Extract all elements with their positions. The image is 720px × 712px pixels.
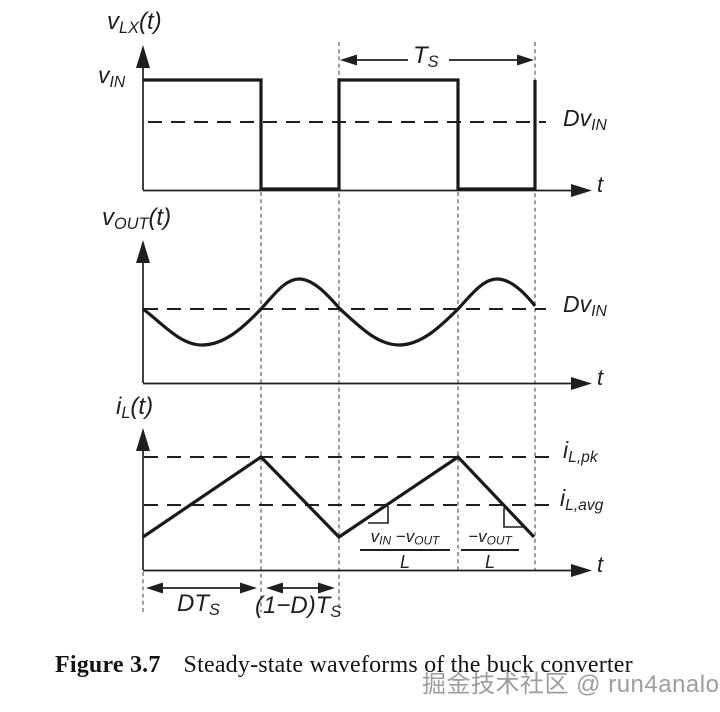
period-arrow-right-icon (517, 54, 534, 66)
dvin-label-panel2: DvIN (563, 291, 607, 320)
time-label-panel3: t (597, 552, 604, 577)
watermark: 掘金技术社区 @ run4analog (422, 671, 720, 698)
vout-axis-label: vOUT(t) (102, 204, 172, 233)
dts-label: DTS (177, 590, 220, 619)
panel3-axes (142, 447, 575, 572)
panel1-x-axis-arrow-icon (571, 184, 592, 197)
period-arrow (340, 54, 534, 66)
il-peak-label: iL,pk (563, 437, 598, 466)
rise-slope-fraction: vIN −vOUT L (360, 527, 450, 573)
one-minus-d-ts-arrow-left-icon (266, 582, 283, 594)
vlx-axis-label: vLX(t) (107, 8, 162, 37)
vout-ripple-waveform (142, 277, 537, 347)
period-arrow-left-icon (340, 54, 357, 66)
figure-caption: Figure 3.7 Steady-state waveforms of the … (55, 652, 633, 679)
one-minus-d-ts-arrow-right-icon (318, 582, 335, 594)
il-triangle-waveform (142, 454, 536, 540)
ts-label: TS (413, 42, 439, 71)
rise-slope-indicator (368, 506, 389, 524)
panel3-x-axis-arrow-icon (571, 564, 592, 577)
dts-arrow (146, 582, 257, 594)
panel2-y-axis-arrow-icon (136, 240, 150, 263)
time-label-panel1: t (597, 172, 604, 197)
panel1-axes (142, 64, 575, 192)
fall-slope-indicator (503, 508, 524, 528)
figure-number: Figure 3.7 (55, 652, 161, 678)
time-label-panel2: t (597, 365, 604, 390)
panel3-y-axis-arrow-icon (136, 428, 150, 451)
vin-label: vIN (98, 62, 126, 91)
dts-arrow-left-icon (146, 582, 163, 594)
vlx-square-waveform (143, 78, 537, 191)
fall-slope-fraction: −vOUT L (461, 527, 519, 573)
il-axis-label: iL(t) (116, 393, 154, 422)
dvin-label-panel1: DvIN (563, 105, 607, 134)
il-avg-label: iL,avg (560, 485, 604, 514)
figure-caption-text: Steady-state waveforms of the buck conve… (183, 652, 633, 678)
one-minus-d-ts-label: (1−D)TS (255, 592, 342, 621)
panel1-y-axis-arrow-icon (136, 45, 150, 68)
dts-arrow-right-icon (240, 582, 257, 594)
panel2-x-axis-arrow-icon (571, 377, 592, 390)
one-minus-d-ts-arrow (266, 582, 335, 594)
panel2-axes (142, 259, 575, 385)
dashed-level-lines (144, 121, 552, 506)
